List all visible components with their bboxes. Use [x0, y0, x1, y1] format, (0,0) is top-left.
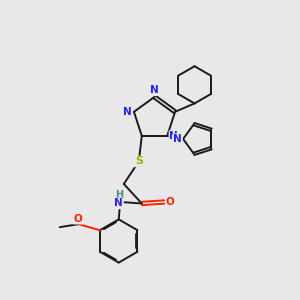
Text: N: N — [114, 199, 123, 208]
Text: H: H — [115, 190, 123, 200]
Text: N: N — [123, 107, 132, 117]
Text: O: O — [166, 197, 175, 207]
Text: S: S — [135, 157, 143, 166]
Text: N: N — [173, 134, 182, 144]
Text: O: O — [74, 214, 82, 224]
Text: N: N — [169, 131, 178, 141]
Text: N: N — [150, 85, 159, 95]
